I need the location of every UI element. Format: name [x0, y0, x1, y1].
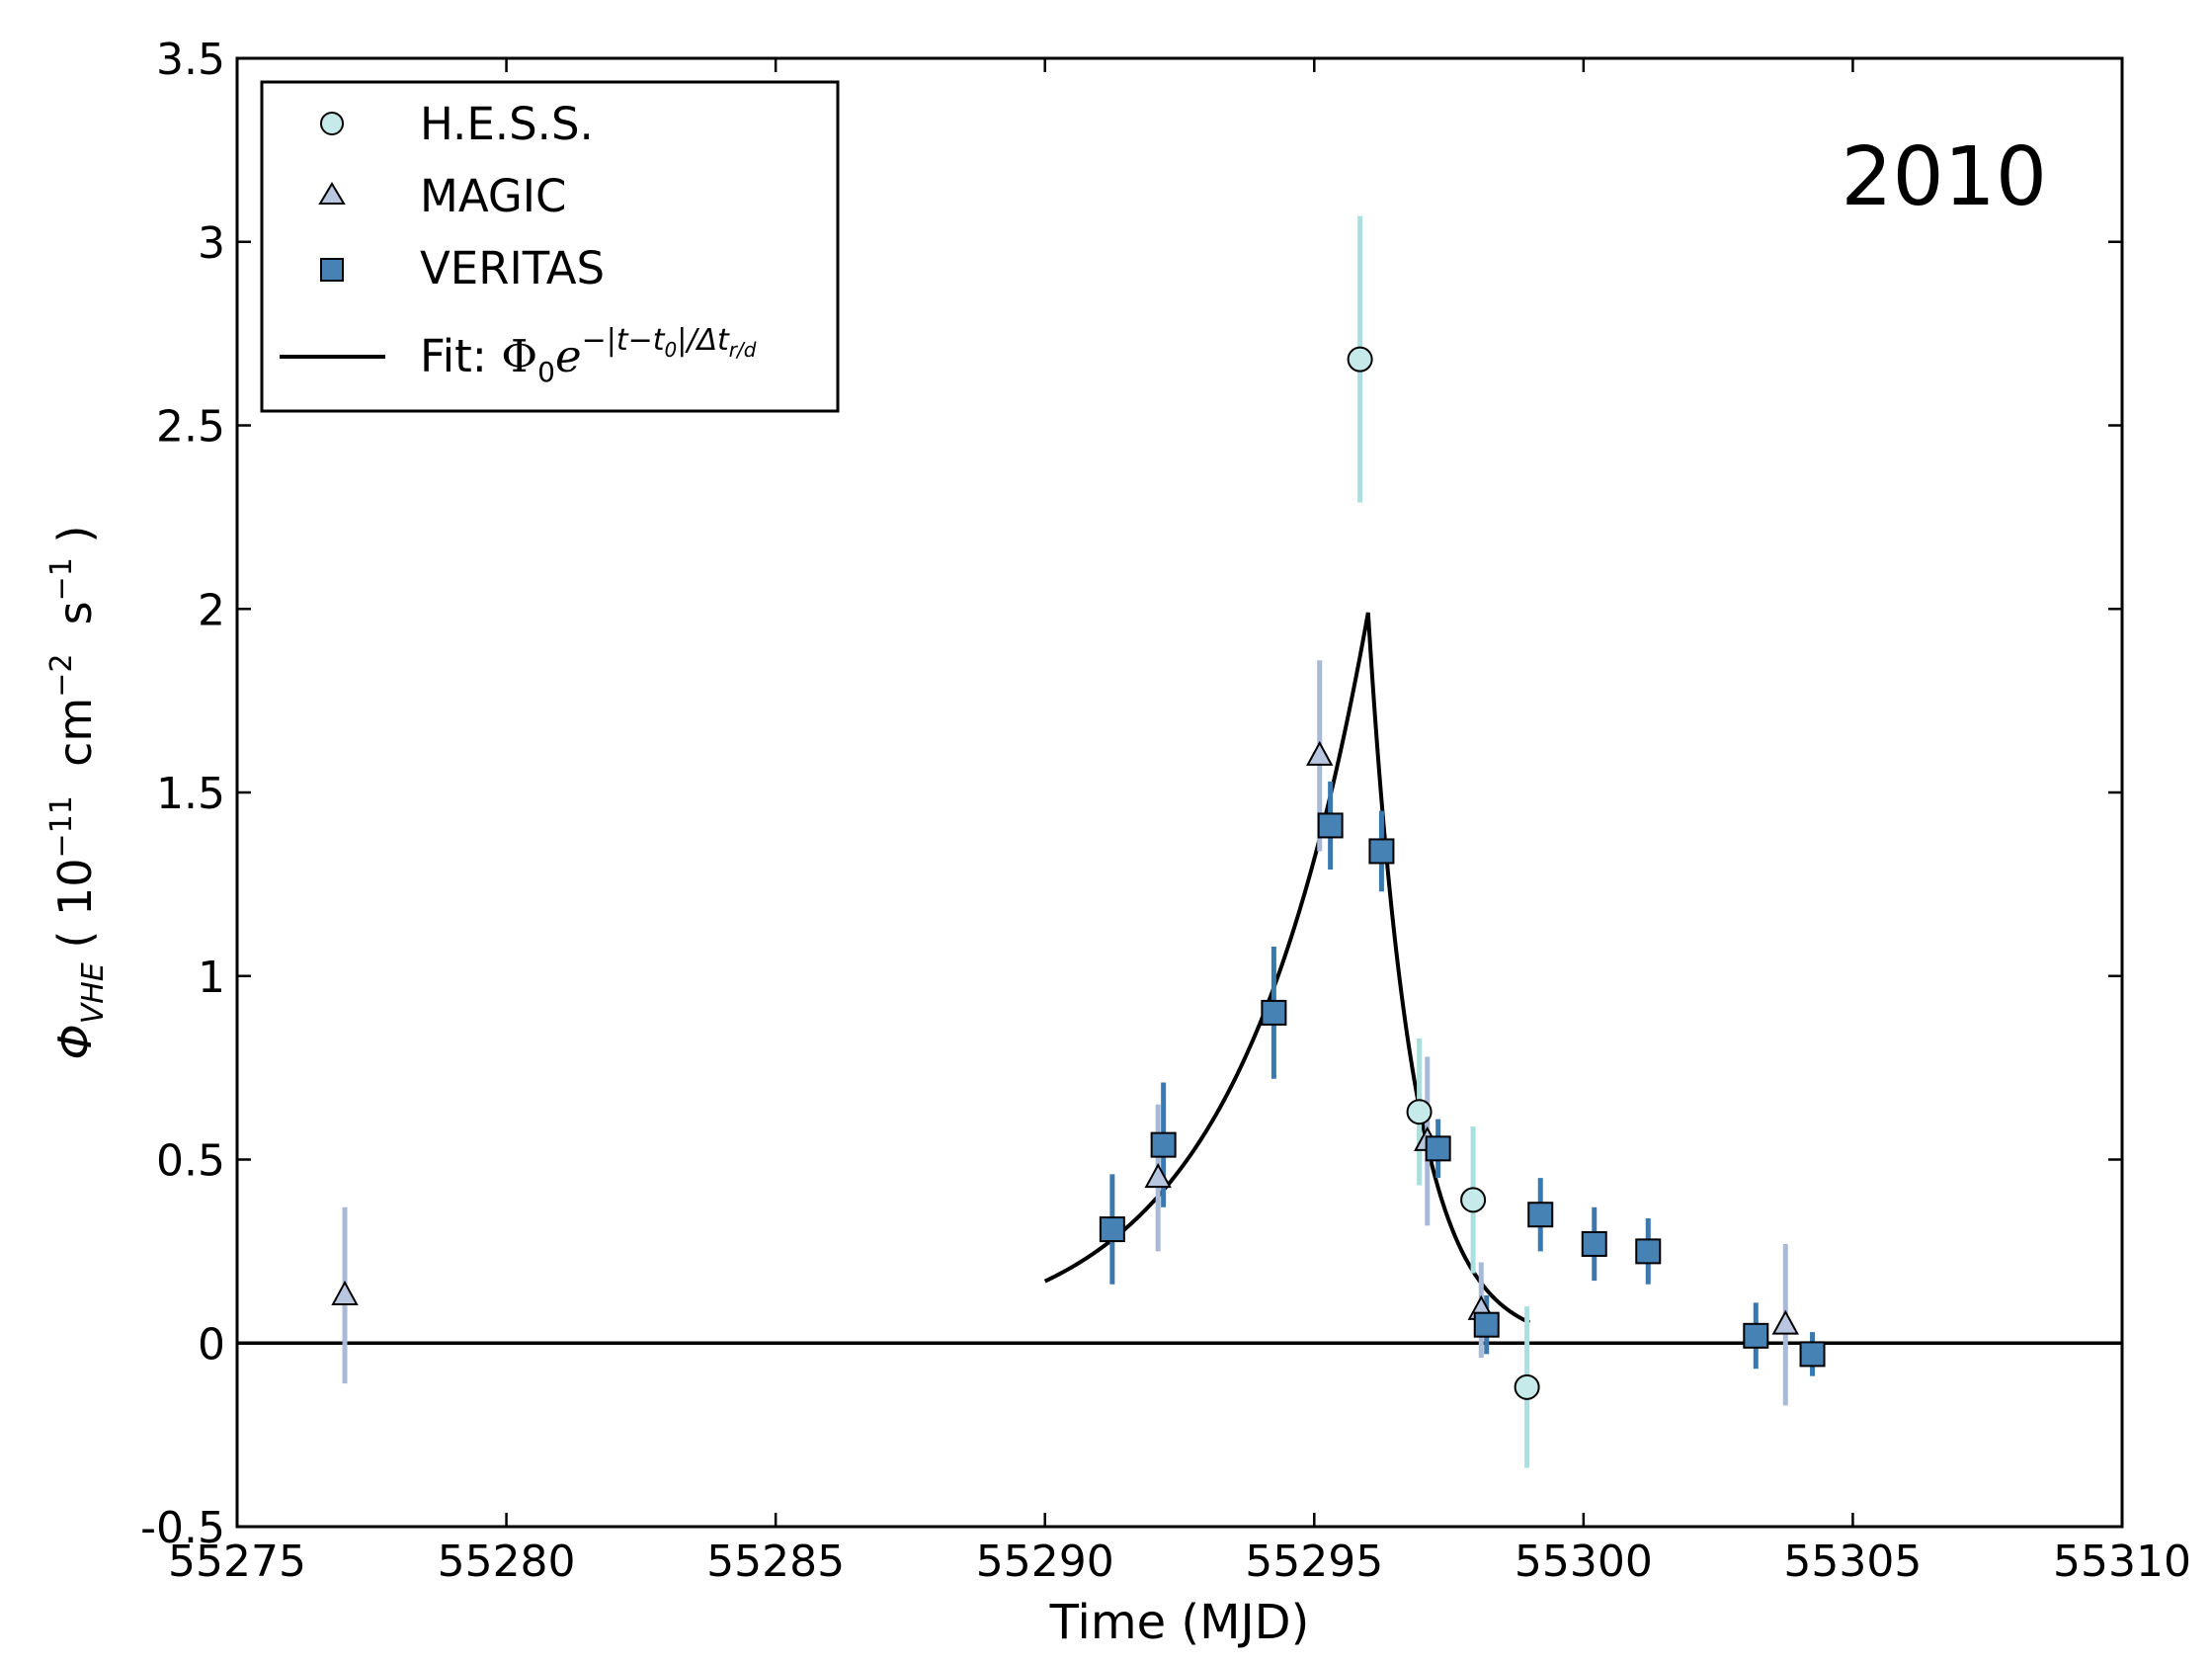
veritas-point	[1473, 1311, 1500, 1338]
x-tick-label: 55285	[706, 1537, 845, 1587]
magic-point	[1144, 1162, 1172, 1189]
veritas-point	[1150, 1131, 1177, 1158]
ylabel-exp1: −11	[44, 795, 79, 858]
x-tick-label: 55305	[1783, 1537, 1922, 1587]
ylabel-unit-close: )	[48, 526, 102, 543]
magic-point	[1306, 740, 1334, 766]
x-tick-label: 55290	[976, 1537, 1114, 1587]
x-tick-label: 55310	[2053, 1537, 2191, 1587]
fit-label-exp: −|t−t	[582, 323, 666, 358]
hess-point	[1514, 1373, 1540, 1400]
markers	[331, 346, 1826, 1400]
legend-veritas-label: VERITAS	[420, 242, 605, 294]
y-tick-label: 0	[198, 1319, 225, 1370]
x-tick-label: 55275	[168, 1537, 306, 1587]
legend-hess-label: H.E.S.S.	[420, 98, 594, 150]
fit-curve	[1043, 612, 1531, 1325]
veritas-point	[1099, 1216, 1125, 1243]
axis-ticks: 55275 55280 55285 55290 55295 55300 55305 55310…	[140, 35, 2191, 1587]
legend-fit-label: Fit: Φ0e−|t−t0|/Δtr/d	[420, 323, 757, 388]
magic-point	[331, 1280, 359, 1305]
ylabel-subscript: VHE	[76, 962, 111, 1024]
legend-veritas-marker	[320, 258, 344, 282]
veritas-point	[1261, 999, 1287, 1026]
legend-magic-marker	[318, 182, 346, 205]
y-tick-label: 1	[198, 953, 225, 1003]
y-axis-title: ΦVHE ( 10−11 cm−2 s−1 )	[44, 526, 111, 1060]
ylabel-exp3: −1	[44, 557, 79, 601]
y-tick-label: -0.5	[140, 1503, 225, 1553]
veritas-point	[1527, 1202, 1554, 1228]
fit-group	[1043, 612, 1531, 1325]
veritas-point	[1799, 1341, 1826, 1368]
hess-point	[1347, 346, 1373, 373]
x-tick-label: 55300	[1515, 1537, 1653, 1587]
y-tick-label: 3	[198, 218, 225, 269]
x-axis-title: Time (MJD)	[1049, 1595, 1310, 1650]
year-annotation: 2010	[1841, 130, 2047, 224]
fit-label-exp-rest: |/Δt	[677, 323, 730, 358]
y-tick-label: 3.5	[156, 35, 225, 85]
magic-point	[1771, 1309, 1799, 1335]
ylabel-unit-cm: cm	[48, 698, 102, 767]
fit-label-e: e	[555, 330, 582, 382]
legend-hess-marker	[320, 112, 344, 135]
legend: H.E.S.S. MAGIC VERITAS Fit: Φ0e−|t−t0|/Δ…	[260, 80, 840, 413]
veritas-point	[1581, 1230, 1607, 1257]
x-tick-label: 55280	[438, 1537, 576, 1587]
ylabel-symbol: Φ	[48, 1024, 102, 1059]
fit-label-phi-sub: 0	[537, 356, 555, 388]
x-tick-label: 55295	[1245, 1537, 1383, 1587]
ylabel-unit-open: ( 10	[48, 858, 102, 948]
fit-label-prefix: Fit:	[420, 330, 501, 382]
y-tick-label: 1.5	[156, 769, 225, 819]
y-tick-label: 2	[198, 585, 225, 635]
fit-label-exp-sub2: r/d	[729, 338, 757, 362]
fit-label-phi: Φ	[501, 330, 537, 382]
legend-magic-label: MAGIC	[420, 170, 566, 222]
fit-label-exp-sub: 0	[665, 338, 678, 362]
hess-point	[1406, 1099, 1433, 1125]
y-tick-label: 0.5	[156, 1136, 225, 1187]
veritas-point	[1743, 1322, 1769, 1349]
veritas-point	[1425, 1135, 1451, 1162]
veritas-point	[1368, 838, 1395, 865]
y-tick-label: 2.5	[156, 402, 225, 453]
veritas-point	[1317, 812, 1344, 839]
ylabel-exp2: −2	[44, 654, 79, 698]
ylabel-unit-s: s	[48, 601, 102, 624]
hess-point	[1460, 1187, 1487, 1213]
svg-text:ΦVHE ( 10−11 cm−2 s−1 ): ΦVHE ( 10−11 cm−2 s−1 )	[44, 526, 111, 1060]
veritas-point	[1635, 1238, 1662, 1265]
